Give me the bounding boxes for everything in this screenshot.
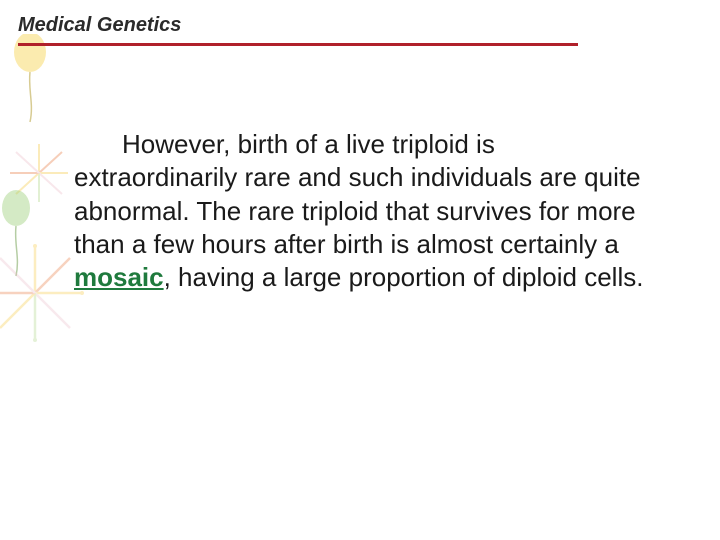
slide-header: Medical Genetics: [18, 14, 702, 46]
header-rule: [18, 43, 578, 46]
mosaic-link[interactable]: mosaic: [74, 262, 164, 292]
body-post-link: , having a large proportion of diploid c…: [164, 262, 644, 292]
page-title: Medical Genetics: [18, 14, 702, 41]
slide: Medical Genetics However, birth of a liv…: [0, 0, 720, 540]
firework-icon: [4, 138, 74, 208]
body-paragraph: However, birth of a live triploid is ext…: [74, 128, 654, 294]
balloon-icon: [0, 186, 44, 286]
body-pre-link: However, birth of a live triploid is ext…: [74, 129, 641, 259]
balloon-icon: [8, 34, 58, 134]
